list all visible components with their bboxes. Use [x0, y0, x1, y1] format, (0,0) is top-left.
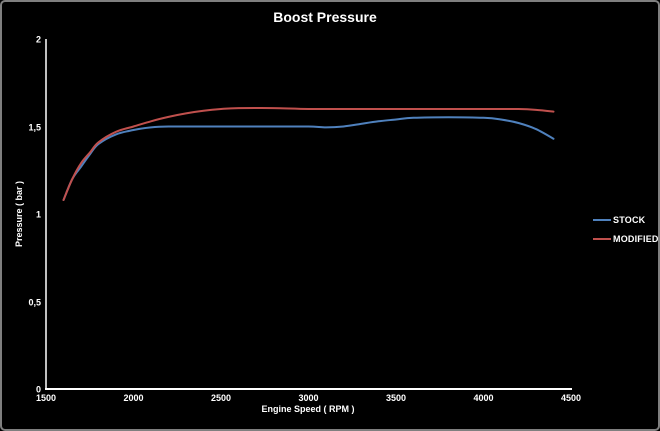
y-tick-label: 2 — [35, 34, 41, 45]
legend-line-swatch — [593, 219, 611, 221]
y-tick-label: 1 — [35, 209, 41, 220]
x-tick-label: 3000 — [298, 393, 319, 403]
y-tick-label: 0 — [35, 384, 41, 395]
x-tick-label: 4500 — [560, 393, 582, 403]
legend-label: STOCK — [613, 215, 646, 225]
x-tick-label: 3500 — [385, 393, 407, 403]
series-line-stock — [62, 116, 555, 201]
series-line-modified — [62, 107, 555, 201]
x-axis-title: Engine Speed ( RPM ) — [261, 404, 355, 414]
x-tick-label: 1500 — [35, 393, 57, 403]
chart-title: Boost Pressure — [273, 9, 377, 25]
legend: STOCK MODIFIED — [593, 215, 659, 253]
y-tick-label: 0,5 — [28, 297, 41, 307]
legend-item-modified: MODIFIED — [593, 234, 659, 244]
legend-item-stock: STOCK — [593, 215, 658, 225]
x-tick-label: 4000 — [473, 393, 494, 403]
legend-label: MODIFIED — [613, 234, 659, 244]
x-tick-label: 2000 — [123, 393, 144, 403]
x-tick-label: 2500 — [210, 393, 232, 403]
legend-line-swatch — [593, 238, 611, 240]
y-axis-title: Pressure ( bar ) — [14, 180, 24, 248]
y-tick-label: 1,5 — [28, 122, 41, 132]
